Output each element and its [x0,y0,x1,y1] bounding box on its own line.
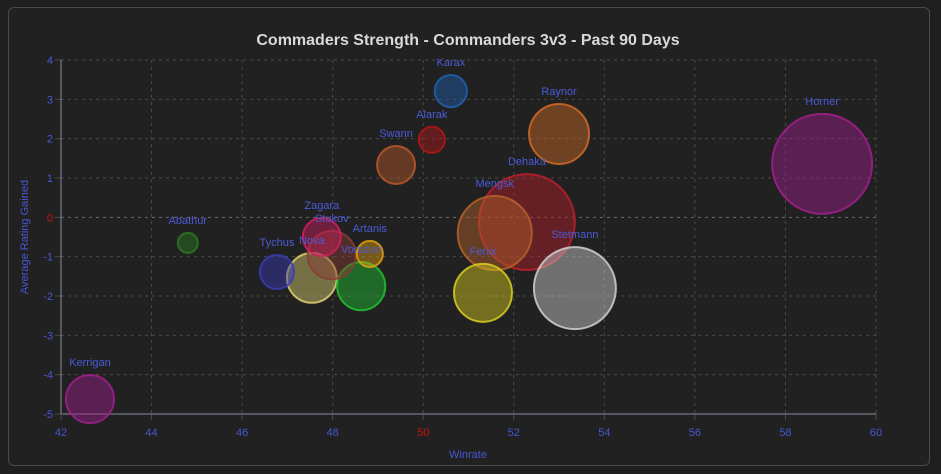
x-tick-label: 52 [508,427,520,439]
bubble-tychus[interactable] [258,253,296,291]
bubble-karax[interactable] [433,73,468,109]
bubbles [64,73,874,425]
bubble-stetmann[interactable] [532,246,617,331]
y-tick-label: -3 [43,330,53,342]
bubble-label-vorazun: Vorazun [341,244,381,256]
x-tick-label: 46 [236,427,248,439]
x-tick-label: 48 [327,427,339,439]
bubble-mengsk[interactable] [456,195,533,272]
y-tick-label: -4 [43,370,53,382]
y-tick-label: 1 [47,173,53,185]
x-axis-label: Winrate [449,449,487,461]
x-tick-label: 56 [689,427,701,439]
bubble-vorazun[interactable] [336,261,387,312]
bubble-label-zagara: Zagara [304,200,340,212]
bubble-label-tychus: Tychus [260,237,295,249]
y-tick-label: 0 [47,212,53,224]
bubble-labels: Horner Dehaka Stetmann Mengsk Raynor Fenix Nov… [69,57,839,369]
y-tick-label: -5 [43,409,53,421]
bubble-fenix[interactable] [453,262,513,323]
y-tick-label: -2 [43,291,53,303]
bubble-swann[interactable] [376,145,417,185]
chart-card [8,7,930,466]
bubble-label-kerrigan: Kerrigan [69,357,111,369]
bubble-horner[interactable] [771,112,874,215]
y-axis-label: Average Rating Gained [19,180,31,294]
bubble-label-swann: Swann [379,128,413,140]
x-tick-label: 50 [417,427,429,439]
bubble-label-karax: Karax [436,57,465,69]
bubble-abathur[interactable] [176,231,199,254]
bubble-label-fenix: Fenix [470,246,497,258]
bubble-label-nova: Nova [299,235,326,247]
bubble-dehaka[interactable] [477,173,576,272]
chart-title: Commaders Strength - Commanders 3v3 - Pa… [256,32,679,49]
bubble-raynor[interactable] [528,102,591,165]
bubble-zagara[interactable] [301,217,342,257]
x-tick-label: 44 [145,427,157,439]
x-tick-label: 54 [598,427,610,439]
bubble-alarak[interactable] [417,125,446,154]
bubble-label-dehaka: Dehaka [508,156,547,168]
bubble-artanis[interactable] [355,239,384,268]
bubble-kerrigan[interactable] [64,373,116,425]
axes: 42 44 46 48 50 52 54 56 58 60 4 3 2 1 0 -1 -2 -3 -4 -5 [43,55,882,439]
x-tick-label: 58 [779,427,791,439]
y-tick-label: 2 [47,134,53,146]
bubble-label-alarak: Alarak [416,109,448,121]
grid [61,59,877,414]
y-tick-label: -1 [43,252,53,264]
bubble-label-stukov: Stukov [315,213,349,225]
y-tick-label: 3 [47,94,53,106]
x-tick-label: 60 [870,427,882,439]
y-tick-label: 4 [47,55,53,67]
bubble-label-abathur: Abathur [169,215,208,227]
bubble-label-mengsk: Mengsk [475,178,514,190]
bubble-label-raynor: Raynor [541,86,577,98]
bubble-label-horner: Horner [805,96,839,108]
x-tick-label: 42 [55,427,67,439]
bubble-label-stetmann: Stetmann [551,229,598,241]
bubble-label-artanis: Artanis [353,223,388,235]
